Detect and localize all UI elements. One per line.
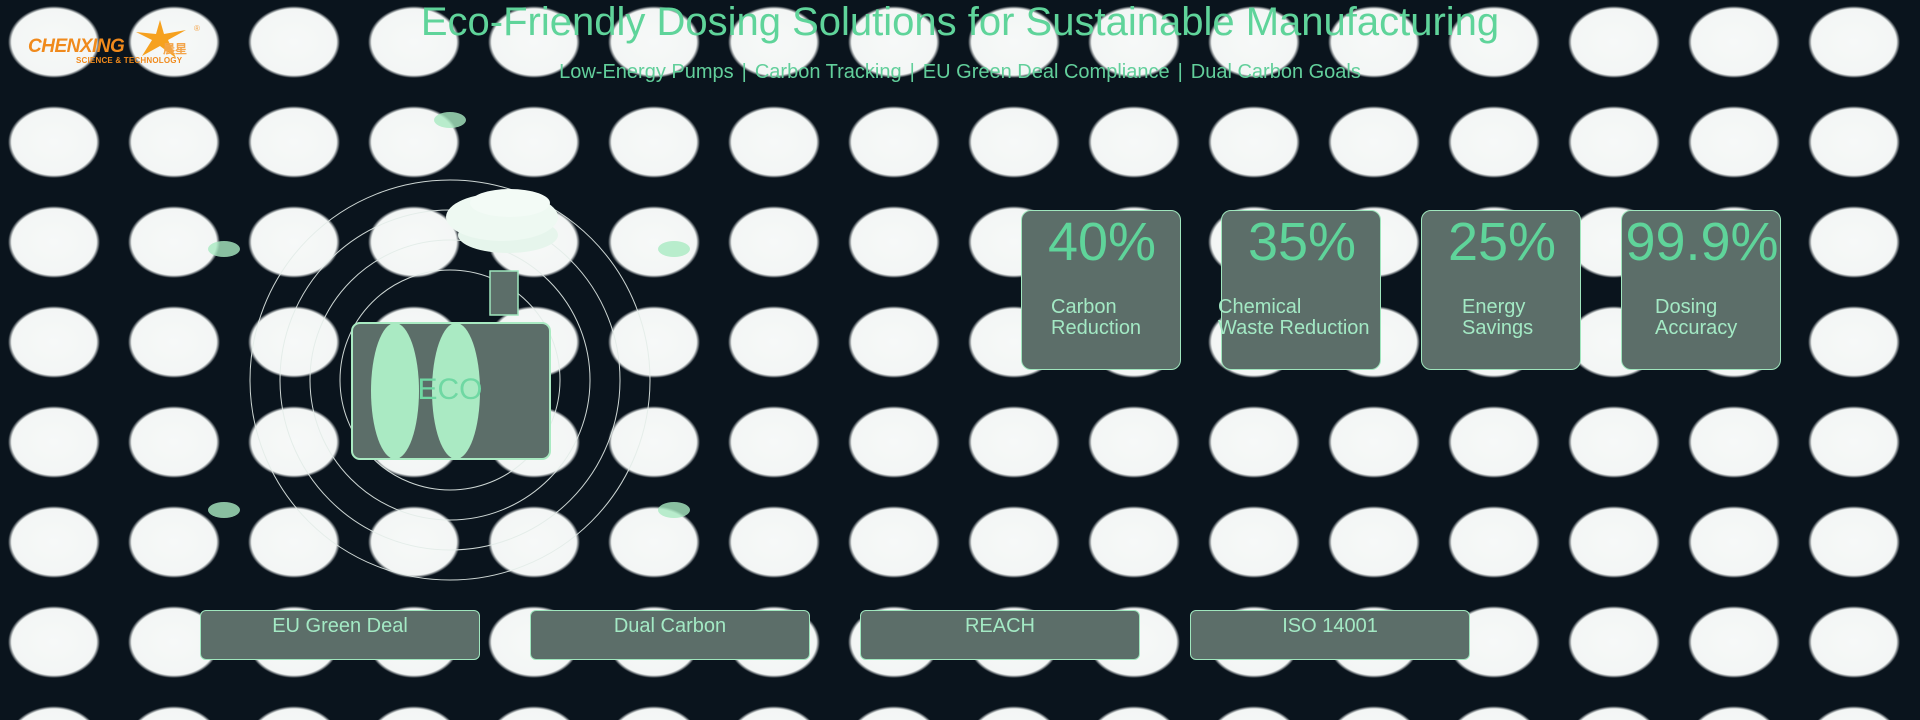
logo-registered-mark: ®	[194, 24, 200, 33]
stat-card-energy-savings: 25% Energy Savings	[1421, 210, 1581, 370]
stat-label: Chemical Waste Reduction	[1218, 296, 1370, 339]
stat-card-carbon-reduction: 40% Carbon Reduction	[1021, 210, 1181, 370]
stat-card-dosing-accuracy: 99.9% Dosing Accuracy	[1621, 210, 1781, 370]
badge-iso-14001: ISO 14001	[1190, 610, 1470, 660]
stat-value: 99.9%	[1625, 212, 1779, 272]
subtitle-item-dual-carbon-goals: Dual Carbon Goals	[1190, 61, 1361, 83]
logo-chinese-name: 晨星	[163, 42, 188, 56]
logo-tagline: SCIENCE & TECHNOLOGY	[76, 56, 183, 65]
subtitle-separator: |	[741, 61, 747, 83]
stat-label: Dosing Accuracy	[1655, 296, 1738, 339]
badge-label: EU Green Deal	[272, 615, 408, 637]
page-title: Eco-Friendly Dosing Solutions for Sustai…	[420, 0, 1500, 44]
pump-neck	[489, 270, 519, 316]
subtitle-separator: |	[1177, 61, 1183, 83]
badge-label: ISO 14001	[1282, 615, 1378, 637]
subtitle-item-low-energy-pumps: Low-Energy Pumps	[559, 61, 734, 83]
eco-pump-illustration: ECO	[249, 179, 651, 581]
subtitle-separator: |	[909, 61, 915, 83]
badge-label: REACH	[964, 615, 1035, 637]
star-icon	[136, 20, 186, 58]
subtitle-item-eu-green-deal: EU Green Deal Compliance	[922, 61, 1170, 83]
badge-eu-green-deal: EU Green Deal	[200, 610, 480, 660]
leaf-blob-icon	[208, 502, 240, 518]
stat-value: 35%	[1247, 212, 1357, 272]
subtitle-item-carbon-tracking: Carbon Tracking	[754, 61, 902, 83]
stat-label: Energy Savings	[1462, 296, 1534, 339]
stat-card-chemical-waste-reduction: 35% Chemical Waste Reduction	[1218, 210, 1381, 370]
badge-label: Dual Carbon	[613, 615, 727, 637]
leaf-blob-icon	[658, 241, 690, 257]
logo-wordmark: CHENXING	[28, 36, 125, 57]
stat-value: 25%	[1447, 212, 1557, 272]
eco-label: ECO	[417, 373, 482, 406]
leaf-blob-icon	[208, 241, 240, 257]
leaf-blob-icon	[434, 112, 466, 128]
company-logo: CHENXING SCIENCE & TECHNOLOGY 晨星 ®	[28, 18, 200, 70]
stat-value: 40%	[1047, 212, 1157, 272]
badge-dual-carbon: Dual Carbon	[530, 610, 810, 660]
page-subtitle: Low-Energy Pumps | Carbon Tracking | EU Gree…	[0, 60, 1920, 84]
stat-label: Carbon Reduction	[1051, 296, 1142, 339]
pump-tank-icon	[446, 189, 558, 253]
leaf-blob-icon	[658, 502, 690, 518]
badge-reach: REACH	[860, 610, 1140, 660]
